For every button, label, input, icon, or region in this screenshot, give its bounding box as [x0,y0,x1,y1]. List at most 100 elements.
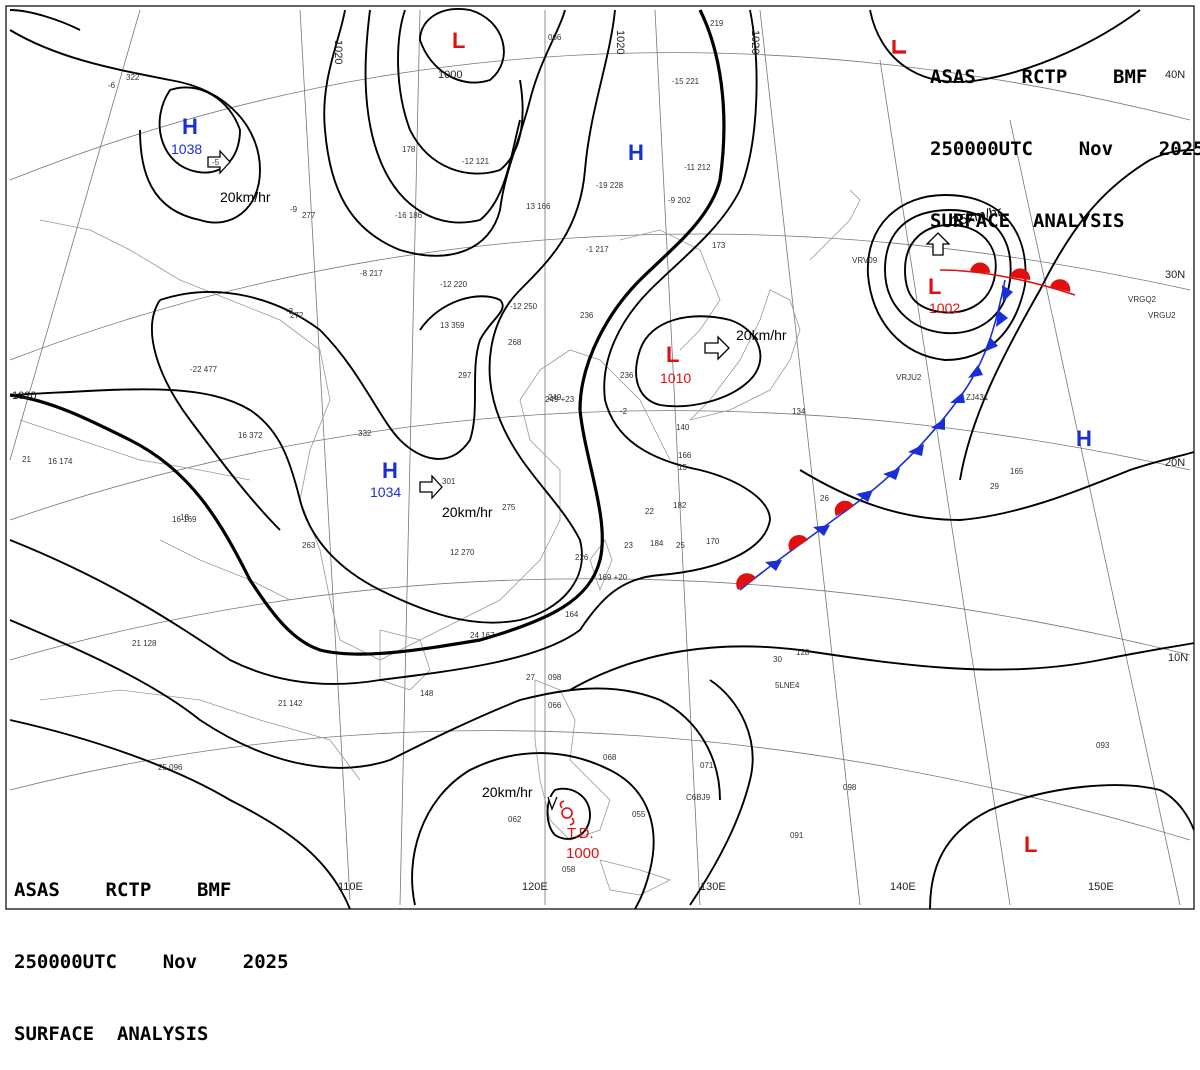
station-value: 25 096 [158,763,183,772]
chart-header-bottom-left: ASAS RCTP BMF 250000UTC Nov 2025 SURFACE… [14,830,289,1070]
high-center-east: H [1076,426,1092,451]
lon-label-120e: 120E [522,881,548,893]
station-value: -5 [212,158,220,167]
station-value: 219 [710,19,724,28]
station-value: 236 [580,311,594,320]
station-value: -12 121 [462,157,490,166]
station-value: 29 [990,482,999,491]
low-center-southeast: L [1024,832,1037,857]
header-line1: ASAS RCTP BMF [14,879,232,901]
high-symbol: H [1076,426,1092,451]
coordinate-labels: 40N 30N 20N 10N 110E 120E 130E 140E 150E [338,69,1188,893]
station-value: 21 [22,455,31,464]
isobar-label: 1020 [332,40,344,64]
station-value: 277 [302,211,316,220]
station-codes: VRGU2 VRJU2 ZJ431 5LNE4 C6BJ9 VRV09 VRGQ… [686,256,1176,802]
header-line1: ASAS RCTP BMF [930,66,1148,88]
station-value: 184 [650,539,664,548]
station-code: VRV09 [852,256,878,265]
cold-front-symbol [908,444,924,456]
high-symbol: H [628,140,644,165]
isobar-label: 1020 [12,390,36,402]
cold-front-symbol [765,560,782,571]
lon-label-140e: 140E [890,881,916,893]
low-symbol: L [1024,832,1037,857]
station-value: 140 [676,423,690,432]
station-value: -8 217 [360,269,383,278]
station-code: ZJ431 [966,393,989,402]
cold-front-symbol [968,365,983,378]
station-value: 301 [442,477,456,486]
cold-front-symbol [984,337,998,352]
header-line3: SURFACE ANALYSIS [930,210,1125,232]
station-value: 249 +23 [545,395,575,404]
high-center-1034: H 1034 [370,458,401,500]
station-value: 15 [678,463,687,472]
low-center-1010: L 1010 [660,342,691,386]
station-value: 272 [290,311,304,320]
station-value: -12 250 [510,302,538,311]
high-center-1038: H 1038 [171,114,202,157]
warm-front-symbol [736,573,756,590]
warm-front-symbol [1010,268,1031,280]
station-value: 066 [548,33,562,42]
station-value: 12 270 [450,548,475,557]
station-value: 178 [402,145,416,154]
station-value: 275 [502,503,516,512]
station-value: 166 [678,451,692,460]
station-value: 066 [548,701,562,710]
station-code: 5LNE4 [775,681,800,690]
isobar-label: 1020 [614,30,626,54]
lat-label-30n: 30N [1165,269,1185,281]
station-value: -6 [108,81,116,90]
station-value: 173 [712,241,726,250]
tropical-depression-icon [559,800,575,826]
low-pressure-value: 1010 [660,370,691,386]
movement-speed: 20km/hr [482,784,533,800]
lon-label-150e: 150E [1088,881,1114,893]
station-value: 263 [302,541,316,550]
movement-arrows: 20km/hr 25km/hr 20km/hr 20km/hr 20km/hr [207,149,1003,811]
low-symbol: L [666,342,679,367]
station-code: VRGQ2 [1128,295,1157,304]
high-pressure-value: 1034 [370,484,401,500]
low-center-north: L [452,28,465,53]
cold-front-symbol [813,525,830,536]
station-value: 26 [820,494,829,503]
station-value: 22 [645,507,654,516]
header-line2: 250000UTC Nov 2025 [14,951,289,973]
station-value: 332 [358,429,372,438]
warm-front-symbol [788,534,808,551]
station-value: -15 221 [672,77,700,86]
low-center-1002: L 1002 [928,274,960,316]
station-value: 322 [126,73,140,82]
station-value: -16 186 [395,211,423,220]
station-value: 128 [796,648,810,657]
arrow-icon [704,335,730,361]
station-code: VRJU2 [896,373,922,382]
warm-front [939,269,1076,296]
station-value: 134 [792,407,806,416]
station-value: 164 [565,610,579,619]
station-value: 16 169 [172,515,197,524]
station-code: VRGU2 [1148,311,1176,320]
warm-front-symbol [1050,279,1071,292]
movement-speed: 20km/hr [220,189,271,205]
lat-label-20n: 20N [1165,457,1185,469]
station-value: 236 [620,371,634,380]
station-plots: 322 -6 178 -12 121 066 -16 186 277 -8 21… [22,19,1110,874]
station-value: 182 [673,501,687,510]
cold-front-symbol [950,392,965,403]
arrow-icon [925,232,951,256]
station-value: 30 [773,655,782,664]
station-value: 165 [1010,467,1024,476]
header-line2: 250000UTC Nov 2025 [930,138,1200,160]
station-value: 098 [548,673,562,682]
station-value: 13 359 [440,321,465,330]
station-value: 055 [632,810,646,819]
station-value: 21 128 [132,639,157,648]
lat-label-40n: 40N [1165,69,1185,81]
station-value: 27 [526,673,535,682]
station-value: -1 217 [586,245,609,254]
movement-speed: 20km/hr [442,504,493,520]
